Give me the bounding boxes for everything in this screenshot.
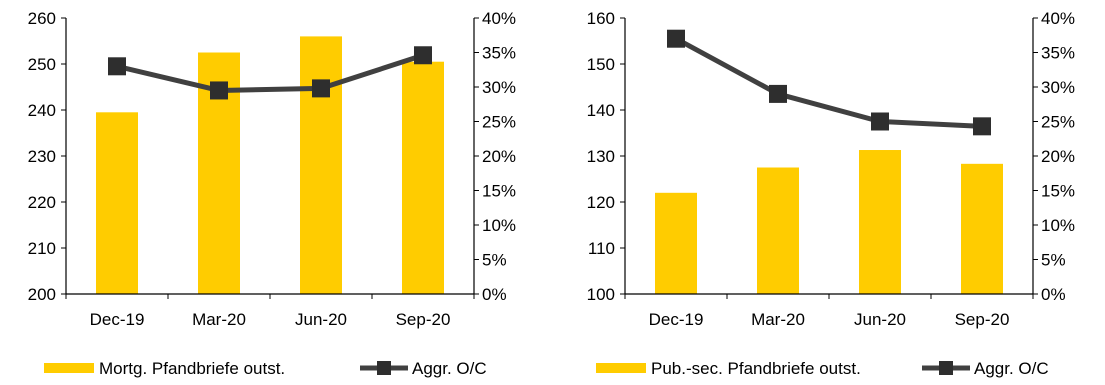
x-tick-label: Sep-20 <box>955 310 1010 329</box>
left-tick-label: 230 <box>28 147 56 166</box>
line-point-marker <box>414 46 432 65</box>
left-tick-label: 120 <box>587 193 615 212</box>
left-tick-label: 260 <box>28 9 56 28</box>
right-tick-label: 5% <box>482 251 507 270</box>
right-tick-label: 20% <box>482 147 516 166</box>
x-tick-label: Jun-20 <box>295 310 347 329</box>
x-tick-label: Dec-19 <box>90 310 145 329</box>
chart-panel-2 <box>596 17 1038 375</box>
x-tick-label: Sep-20 <box>396 310 451 329</box>
right-tick-label: 35% <box>482 44 516 63</box>
series-line <box>116 52 424 93</box>
series-line <box>674 36 983 129</box>
legend-bar-swatch <box>596 363 646 373</box>
chart-panel-1 <box>44 17 479 375</box>
right-tick-label: 5% <box>1041 251 1066 270</box>
left-tick-label: 140 <box>587 101 615 120</box>
left-tick-label: 240 <box>28 101 56 120</box>
legend-bar-label: Pub.-sec. Pfandbriefe outst. <box>651 359 861 378</box>
left-tick-label: 200 <box>28 285 56 304</box>
right-tick-label: 30% <box>1041 78 1075 97</box>
x-tick-label: Jun-20 <box>854 310 906 329</box>
line-point-marker <box>871 112 889 131</box>
right-tick-label: 35% <box>1041 44 1075 63</box>
left-tick-label: 110 <box>588 239 615 258</box>
x-tick-label: Dec-19 <box>649 310 704 329</box>
legend-line-marker <box>377 361 391 375</box>
bar <box>961 163 1003 294</box>
line-point-marker <box>973 117 991 136</box>
line-point-marker <box>769 84 787 103</box>
right-tick-label: 10% <box>1041 216 1075 235</box>
line-point-marker <box>108 57 126 76</box>
right-tick-label: 25% <box>482 113 516 132</box>
line-point-marker <box>312 79 330 98</box>
right-tick-label: 20% <box>1041 147 1075 166</box>
right-tick-label: 0% <box>1041 285 1066 304</box>
bar <box>757 167 799 294</box>
bar <box>655 192 697 294</box>
bar <box>96 112 138 294</box>
legend-line-label: Aggr. O/C <box>974 359 1049 378</box>
left-tick-label: 130 <box>587 147 615 166</box>
left-tick-label: 250 <box>28 55 56 74</box>
x-tick-label: Mar-20 <box>192 310 246 329</box>
left-tick-label: 100 <box>587 285 615 304</box>
legend-line-label: Aggr. O/C <box>412 359 487 378</box>
right-tick-label: 10% <box>482 216 516 235</box>
right-tick-label: 0% <box>482 285 507 304</box>
legend-bar-label: Mortg. Pfandbriefe outst. <box>99 359 285 378</box>
right-tick-label: 15% <box>1041 182 1075 201</box>
right-tick-label: 40% <box>482 9 516 28</box>
legend-bar-swatch <box>44 363 94 373</box>
bar <box>300 36 342 295</box>
legend-line-marker <box>939 361 953 375</box>
bar <box>402 61 444 295</box>
left-tick-label: 160 <box>587 9 615 28</box>
left-tick-label: 150 <box>587 55 615 74</box>
right-tick-label: 15% <box>482 182 516 201</box>
left-tick-label: 220 <box>28 193 56 212</box>
x-tick-label: Mar-20 <box>751 310 805 329</box>
line-point-marker <box>667 29 685 48</box>
left-tick-label: 210 <box>28 239 56 258</box>
line-point-marker <box>210 81 228 100</box>
right-tick-label: 40% <box>1041 9 1075 28</box>
right-tick-label: 30% <box>482 78 516 97</box>
right-tick-label: 25% <box>1041 113 1075 132</box>
bar <box>859 150 901 294</box>
